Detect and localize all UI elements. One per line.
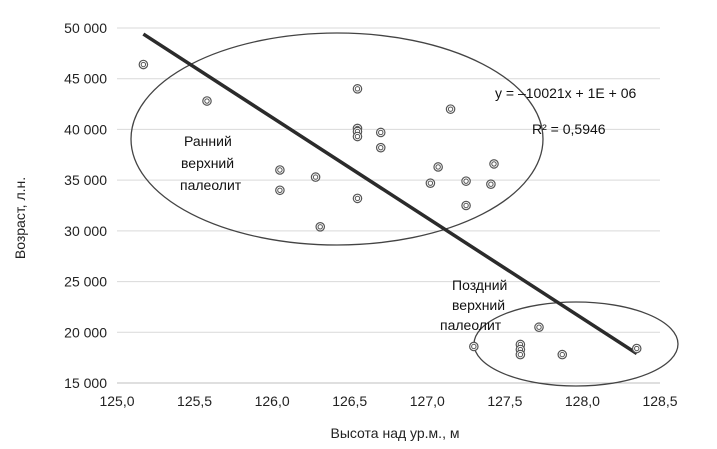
y-tick-label: 35 000 — [64, 172, 107, 188]
y-axis-title: Возраст, л.н. — [12, 177, 28, 259]
data-point — [138, 59, 149, 70]
early-group-label-line-1: Ранний — [184, 133, 232, 149]
data-point — [489, 159, 499, 169]
data-point — [557, 349, 568, 360]
data-point — [469, 341, 479, 352]
y-tick-label: 20 000 — [64, 324, 107, 340]
early-group-label-line-2: верхний — [181, 155, 234, 171]
y-tick-label: 25 000 — [64, 274, 107, 290]
data-point — [375, 142, 386, 153]
data-point — [202, 96, 212, 106]
trend-equation: y = –10021x + 1E + 06 — [495, 85, 636, 101]
data-point — [352, 131, 363, 142]
data-point — [375, 127, 386, 138]
x-tick-label: 128,0 — [565, 393, 600, 409]
x-tick-label: 125,0 — [99, 393, 134, 409]
data-point — [425, 178, 436, 188]
y-tick-label: 40 000 — [64, 121, 107, 137]
x-axis-ticks: 125,0 125,5 126,0 126,5 127,0 127,5 128,0 128,5 — [99, 393, 677, 409]
x-tick-label: 125,5 — [177, 393, 212, 409]
y-axis-ticks: 15 000 20 000 25 000 30 000 35 000 40 000 45 0… — [64, 20, 107, 391]
early-group-ellipse — [130, 32, 544, 246]
data-point — [461, 200, 471, 211]
data-point — [534, 322, 544, 333]
early-group-label: Ранний верхний палеолит — [180, 133, 242, 193]
data-point — [515, 349, 526, 360]
late-group-label: Поздний верхний палеолит — [440, 277, 507, 333]
data-point — [486, 179, 496, 189]
y-tick-label: 15 000 — [64, 375, 107, 391]
x-tick-label: 128,5 — [642, 393, 677, 409]
late-group-label-line-1: Поздний — [452, 277, 507, 293]
early-group-label-line-3: палеолит — [180, 177, 242, 193]
x-tick-label: 127,0 — [410, 393, 445, 409]
late-group-label-line-3: палеолит — [440, 317, 502, 333]
data-point — [352, 193, 363, 204]
data-point — [352, 84, 363, 94]
gridlines — [117, 27, 660, 384]
trend-line — [142, 32, 638, 356]
r-squared: R² = 0,5946 — [532, 121, 606, 137]
data-points — [138, 59, 642, 360]
data-point — [275, 165, 285, 175]
y-tick-label: 30 000 — [64, 223, 107, 239]
x-tick-label: 126,0 — [255, 393, 290, 409]
data-point — [315, 222, 326, 232]
late-group-label-line-2: верхний — [452, 297, 505, 313]
data-point — [433, 162, 443, 172]
x-tick-label: 127,5 — [487, 393, 522, 409]
x-tick-label: 126,5 — [332, 393, 367, 409]
data-point — [275, 185, 285, 196]
data-point — [631, 343, 642, 354]
x-axis-title: Высота над ур.м., м — [331, 425, 460, 441]
data-point — [445, 104, 456, 114]
y-tick-label: 45 000 — [64, 71, 107, 87]
y-tick-label: 50 000 — [64, 20, 107, 36]
data-point — [310, 172, 321, 182]
data-point — [461, 176, 471, 186]
